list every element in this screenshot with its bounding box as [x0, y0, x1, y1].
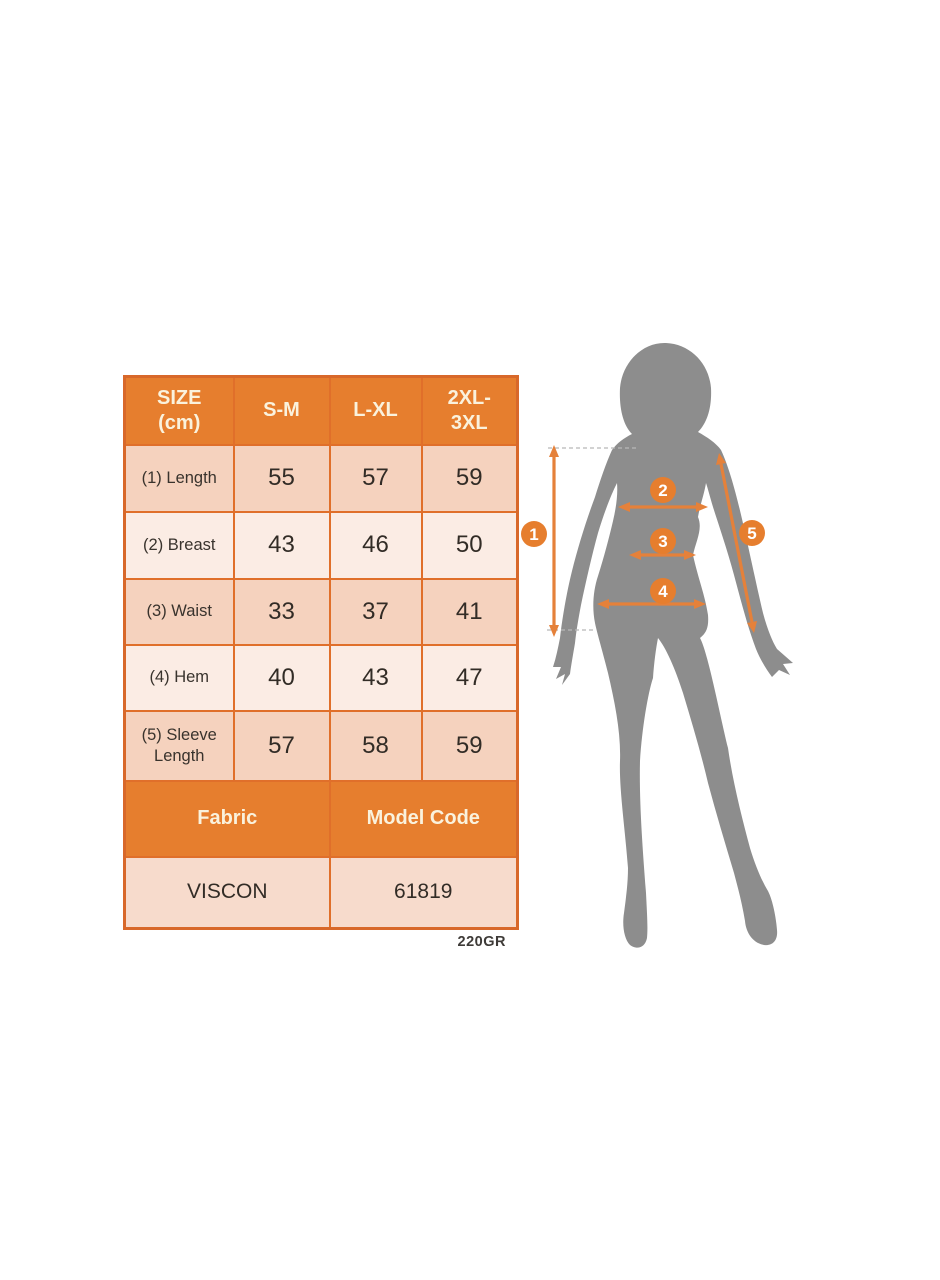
- measurement-figure: 1 2 3 4 5: [520, 333, 820, 973]
- measurement-arrow-hem: [597, 599, 706, 609]
- measurement-arrow-sleeve: [716, 453, 757, 633]
- row-label-sleeve-length: (5) Sleeve Length: [123, 709, 235, 782]
- measurement-marker-1: 1: [521, 521, 547, 547]
- sleeve-value-sm: 57: [232, 709, 331, 782]
- measurement-marker-3: 3: [650, 528, 676, 554]
- svg-text:3: 3: [658, 532, 667, 551]
- table-row-breast: (2) Breast 43 46 50: [123, 510, 519, 580]
- table-fabric-values-row: VISCON 61819: [123, 855, 519, 930]
- model-code-header: Model Code: [328, 779, 519, 858]
- waist-value-lxl: 37: [328, 577, 423, 646]
- header-col-2xl-3xl: 2XL- 3XL: [420, 375, 519, 446]
- svg-text:2: 2: [658, 481, 667, 500]
- measurement-marker-4: 4: [650, 578, 676, 604]
- table-fabric-header-row: Fabric Model Code: [123, 779, 519, 858]
- svg-text:5: 5: [747, 524, 756, 543]
- measurement-arrow-waist: [629, 550, 696, 560]
- table-header-row: SIZE (cm) S-M L-XL 2XL- 3XL: [123, 375, 519, 446]
- body-silhouette: [553, 342, 793, 948]
- hem-value-sm: 40: [232, 643, 331, 712]
- model-code-value: 61819: [328, 855, 519, 930]
- measurement-arrow-breast: [618, 502, 708, 512]
- table-row-sleeve-length: (5) Sleeve Length 57 58 59: [123, 709, 519, 782]
- svg-text:1: 1: [529, 525, 538, 544]
- row-label-length: (1) Length: [123, 443, 235, 513]
- fabric-value: VISCON: [123, 855, 331, 930]
- fabric-header: Fabric: [123, 779, 331, 858]
- breast-value-2xl3xl: 50: [420, 510, 519, 580]
- size-chart-table: SIZE (cm) S-M L-XL 2XL- 3XL (1) Length 5…: [123, 375, 519, 930]
- waist-value-sm: 33: [232, 577, 331, 646]
- hem-value-2xl3xl: 47: [420, 643, 519, 712]
- measurement-marker-2: 2: [650, 477, 676, 503]
- hem-value-lxl: 43: [328, 643, 423, 712]
- header-col-l-xl: L-XL: [328, 375, 423, 446]
- row-label-breast: (2) Breast: [123, 510, 235, 580]
- length-value-sm: 55: [232, 443, 331, 513]
- breast-value-lxl: 46: [328, 510, 423, 580]
- length-value-2xl3xl: 59: [420, 443, 519, 513]
- table-row-waist: (3) Waist 33 37 41: [123, 577, 519, 646]
- header-col-s-m: S-M: [232, 375, 331, 446]
- sleeve-value-2xl3xl: 59: [420, 709, 519, 782]
- table-row-hem: (4) Hem 40 43 47: [123, 643, 519, 712]
- svg-text:4: 4: [658, 582, 668, 601]
- row-label-waist: (3) Waist: [123, 577, 235, 646]
- measurement-arrow-length: [549, 445, 559, 637]
- waist-value-2xl3xl: 41: [420, 577, 519, 646]
- header-size-cm: SIZE (cm): [123, 375, 235, 446]
- length-value-lxl: 57: [328, 443, 423, 513]
- row-label-hem: (4) Hem: [123, 643, 235, 712]
- measurement-marker-5: 5: [739, 520, 765, 546]
- weight-note: 220GR: [457, 934, 506, 950]
- breast-value-sm: 43: [232, 510, 331, 580]
- sleeve-value-lxl: 58: [328, 709, 423, 782]
- table-row-length: (1) Length 55 57 59: [123, 443, 519, 513]
